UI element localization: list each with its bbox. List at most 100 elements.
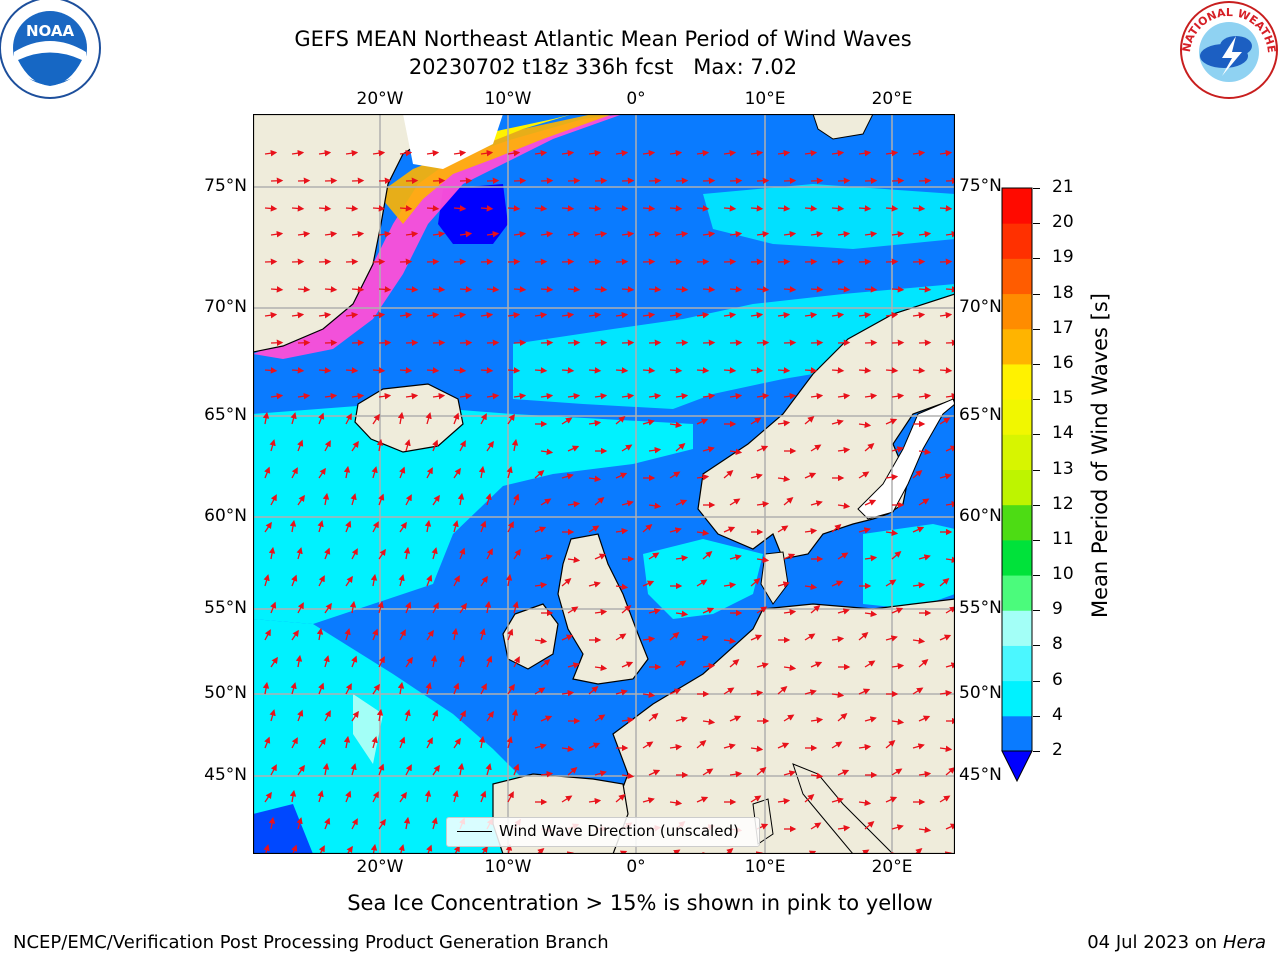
wave-direction-arrow: [351, 710, 359, 722]
wave-direction-arrow: [723, 311, 737, 319]
wave-direction-arrow: [648, 552, 660, 560]
wave-direction-arrow: [750, 311, 764, 319]
wave-direction-arrow: [615, 472, 628, 479]
wave-direction-arrow: [534, 470, 545, 479]
wave-direction-arrow: [459, 286, 473, 293]
wave-direction-arrow: [837, 446, 851, 454]
wave-direction-arrow: [480, 413, 487, 425]
wave-direction-arrow: [621, 392, 635, 400]
wave-direction-arrow: [297, 602, 304, 614]
wave-direction-arrow: [864, 392, 878, 400]
wave-direction-arrow: [918, 392, 932, 400]
wave-direction-arrow: [270, 494, 277, 506]
wave-direction-arrow: [756, 286, 770, 293]
wave-direction-arrow: [588, 797, 602, 805]
wave-direction-arrow: [837, 552, 849, 560]
colorbar-tick-label: 11: [1052, 528, 1074, 549]
wave-direction-arrow: [939, 311, 953, 319]
wave-direction-arrow: [912, 149, 926, 157]
lat-label-left: 55°N: [204, 598, 247, 618]
wave-direction-arrow: [372, 628, 379, 641]
wave-direction-arrow: [669, 688, 682, 695]
wave-direction-arrow: [317, 520, 324, 533]
wave-direction-arrow: [702, 768, 714, 776]
wave-direction-arrow: [831, 635, 845, 643]
wave-direction-arrow: [372, 367, 386, 374]
wave-direction-arrow: [295, 654, 303, 668]
wave-direction-arrow: [777, 367, 791, 374]
wave-direction-arrow: [783, 608, 797, 616]
wave-direction-arrow: [351, 230, 365, 238]
colorbar-tick-mark: [1033, 258, 1040, 260]
wave-direction-arrow: [696, 635, 709, 642]
wave-direction-arrow: [912, 367, 926, 374]
wave-direction-arrow: [750, 745, 764, 753]
wave-direction-arrow: [918, 230, 932, 238]
map-panel: [253, 114, 955, 854]
wave-direction-arrow: [322, 492, 330, 506]
cyan-zone-west: [253, 404, 693, 624]
wave-direction-arrow: [370, 843, 378, 854]
wave-direction-arrow: [264, 521, 272, 533]
wave-direction-arrow: [324, 602, 332, 614]
wave-direction-arrow: [891, 446, 904, 453]
wave-direction-arrow: [837, 392, 851, 400]
wave-direction-arrow: [291, 737, 298, 749]
wave-direction-arrow: [561, 578, 572, 587]
wave-direction-arrow: [696, 740, 707, 749]
wave-direction-arrow: [318, 575, 325, 587]
wave-direction-arrow: [536, 848, 545, 854]
wave-direction-arrow: [858, 632, 869, 641]
wave-direction-arrow: [918, 286, 932, 293]
colorbar-tick-label: 4: [1052, 704, 1063, 725]
wave-direction-arrow: [723, 637, 737, 645]
wave-direction-arrow: [891, 824, 904, 831]
wave-direction-arrow: [318, 682, 325, 695]
wave-direction-arrow: [505, 843, 513, 854]
wave-direction-arrow: [804, 794, 815, 803]
wave-direction-arrow: [783, 770, 796, 777]
wave-direction-arrow: [345, 205, 359, 212]
wave-direction-arrow: [729, 448, 743, 456]
wave-direction-arrow: [939, 367, 953, 374]
wave-direction-arrow: [290, 682, 297, 695]
wave-direction-arrow: [594, 286, 608, 293]
wave-direction-arrow: [405, 656, 413, 668]
wave-direction-arrow: [343, 465, 351, 479]
wave-direction-arrow: [486, 230, 500, 238]
wave-direction-arrow: [324, 710, 331, 722]
cyan-zone-norwegian-sea: [513, 284, 955, 409]
wave-direction-arrow: [756, 767, 767, 776]
wave-direction-arrow: [269, 709, 276, 722]
wave-direction-arrow: [777, 149, 791, 157]
wave-direction-arrow: [594, 770, 607, 777]
colorbar-tick-mark: [1033, 751, 1040, 752]
wave-direction-arrow: [371, 466, 378, 479]
wave-direction-arrow: [297, 764, 305, 776]
wave-direction-arrow: [540, 230, 554, 238]
wave-direction-arrow: [507, 791, 514, 803]
wave-direction-arrow: [486, 655, 493, 668]
wave-direction-arrow: [723, 526, 736, 533]
wave-direction-arrow: [345, 149, 359, 157]
wave-direction-arrow: [642, 797, 655, 804]
wave-direction-arrow: [642, 580, 655, 587]
wave-direction-arrow: [561, 634, 574, 641]
wave-direction-arrow: [263, 574, 270, 587]
wave-direction-arrow: [480, 367, 494, 374]
colorbar-tick-mark: [1033, 223, 1040, 225]
colorbar-band: [1002, 328, 1032, 365]
wave-direction-arrow: [399, 367, 413, 374]
colorbar-under-arrow: [1001, 750, 1033, 783]
wave-direction-arrow: [615, 583, 629, 591]
wave-direction-arrow: [858, 688, 871, 695]
wave-direction-arrow: [398, 844, 405, 854]
wave-direction-arrow: [669, 149, 683, 157]
wave-direction-arrow: [912, 637, 926, 645]
wave-direction-arrow: [507, 367, 521, 374]
wave-direction-arrow: [291, 844, 298, 854]
wave-direction-arrow: [378, 763, 385, 776]
wave-direction-arrow: [756, 556, 770, 564]
wave-direction-arrow: [432, 439, 439, 452]
colorbar-tick-label: 9: [1052, 599, 1063, 620]
